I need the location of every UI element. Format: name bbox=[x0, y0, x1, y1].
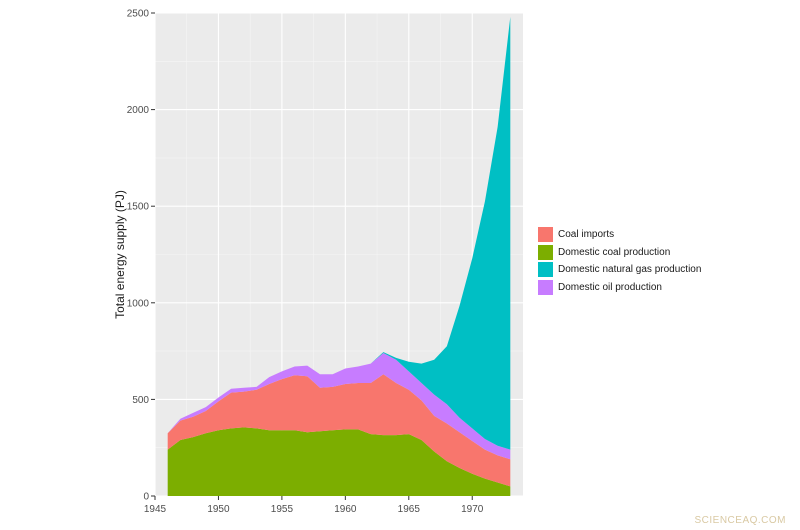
legend-key-coal-imports bbox=[538, 227, 553, 243]
y-tick-label: 500 bbox=[132, 395, 149, 406]
legend-item-domestic-natural-gas-production: Domestic natural gas production bbox=[538, 261, 701, 279]
legend-key-domestic-natural-gas-production bbox=[538, 262, 553, 278]
y-tick-label: 0 bbox=[143, 492, 149, 503]
x-tick-label: 1945 bbox=[144, 504, 167, 515]
legend-key-domestic-coal-production bbox=[538, 244, 553, 260]
y-tick-label: 1000 bbox=[127, 298, 150, 309]
legend-label: Domestic coal production bbox=[558, 246, 671, 258]
legend-item-domestic-coal-production: Domestic coal production bbox=[538, 244, 701, 262]
x-tick-label: 1960 bbox=[334, 504, 357, 515]
legend-item-coal-imports: Coal imports bbox=[538, 226, 701, 244]
y-axis-title: Total energy supply (PJ) bbox=[113, 190, 127, 319]
area-domestic-oil-production bbox=[167, 353, 511, 460]
area-domestic-natural-gas-production bbox=[167, 16, 511, 450]
legend-label: Domestic oil production bbox=[558, 281, 662, 293]
x-tick-label: 1955 bbox=[271, 504, 294, 515]
watermark: SCIENCEAQ.COM bbox=[694, 515, 786, 526]
legend-label: Coal imports bbox=[558, 229, 615, 241]
y-tick-label: 2500 bbox=[127, 9, 150, 20]
legend-key-domestic-oil-production bbox=[538, 279, 553, 295]
area-coal-imports bbox=[167, 374, 511, 487]
x-tick-label: 1970 bbox=[461, 504, 484, 515]
x-axis: 1945 1950 1955 1960 1965 1970 bbox=[144, 496, 484, 515]
y-tick-label: 1500 bbox=[127, 202, 150, 213]
legend-item-domestic-oil-production: Domestic oil production bbox=[538, 279, 701, 297]
legend: Coal imports Domestic coal production Do… bbox=[538, 226, 701, 296]
stacked-areas bbox=[167, 16, 511, 496]
x-tick-label: 1965 bbox=[398, 504, 421, 515]
area-domestic-coal-production bbox=[167, 427, 511, 496]
y-axis: 0 500 1000 1500 2000 2500 bbox=[127, 9, 155, 503]
y-tick-label: 2000 bbox=[127, 105, 150, 116]
legend-label: Domestic natural gas production bbox=[558, 264, 702, 276]
x-tick-label: 1950 bbox=[207, 504, 230, 515]
